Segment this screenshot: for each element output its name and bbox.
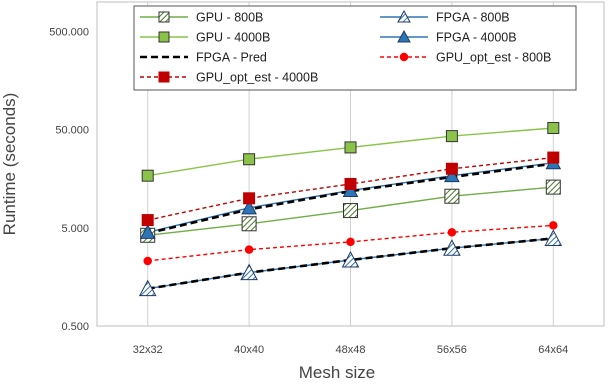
legend-marker-fpga-4000b xyxy=(397,29,411,43)
legend-box xyxy=(133,5,577,91)
x-tick-label: 48x48 xyxy=(336,344,366,356)
legend-label-gpu-800b: GPU - 800B xyxy=(196,11,263,25)
data-point-gpu-4000b xyxy=(141,169,154,182)
data-point-fpga-4000b xyxy=(139,224,156,239)
legend-marker-gpu-4000b xyxy=(158,31,170,43)
y-tick-label: 500.000 xyxy=(49,27,89,39)
x-tick-label: 56x56 xyxy=(437,344,467,356)
legend-label-gpu-opt-est-4000b: GPU_opt_est - 4000B xyxy=(196,71,318,85)
data-point-gpu-opt-est-4000b xyxy=(445,162,458,175)
y-axis-title: Runtime (seconds) xyxy=(0,93,19,236)
y-axis-ticks: 0.500 5.000 50.000 500.000 xyxy=(49,27,89,333)
data-point-gpu-opt-est-4000b xyxy=(547,151,560,164)
data-point-gpu-800b xyxy=(444,188,460,204)
data-point-gpu-opt-est-4000b xyxy=(344,177,357,190)
data-point-gpu-800b xyxy=(343,203,358,219)
data-point-fpga-4000b xyxy=(342,182,359,198)
y-tick-label: 5.000 xyxy=(61,223,89,235)
data-point-gpu-opt-est-4000b xyxy=(141,214,154,227)
x-axis-title: Mesh size xyxy=(299,363,376,382)
data-point-gpu-4000b xyxy=(243,153,256,166)
data-point-fpga-800b xyxy=(138,279,157,297)
y-tick-label: 0.500 xyxy=(61,321,89,333)
data-point-gpu-opt-est-800b xyxy=(143,256,152,266)
legend-label-gpu-opt-est-800b: GPU_opt_est - 800B xyxy=(436,51,551,65)
legend-marker-gpu-opt-est-800b xyxy=(399,52,409,62)
legend-label-fpga-4000b: FPGA - 4000B xyxy=(436,31,517,45)
x-axis-ticks: 32x32 40x40 48x48 56x56 64x64 xyxy=(133,344,569,356)
data-point-gpu-opt-est-4000b xyxy=(243,192,256,205)
legend: GPU - 800B FPGA - 800B GPU - 4000B FPGA - 4… xyxy=(133,5,577,91)
data-point-gpu-4000b xyxy=(445,130,458,143)
data-point-gpu-opt-est-800b xyxy=(549,221,558,230)
x-tick-label: 64x64 xyxy=(538,344,568,356)
plot-area-border xyxy=(96,1,605,327)
data-point-fpga-4000b xyxy=(444,167,460,183)
legend-label-fpga-800b: FPGA - 800B xyxy=(436,11,510,25)
data-point-gpu-opt-est-800b xyxy=(244,245,254,254)
data-point-gpu-800b xyxy=(241,216,257,232)
data-point-fpga-800b xyxy=(544,229,563,246)
data-point-gpu-4000b xyxy=(547,122,560,135)
x-tick-label: 40x40 xyxy=(234,344,264,356)
data-point-fpga-800b xyxy=(341,250,360,268)
legend-marker-gpu-opt-est-4000b xyxy=(158,71,170,83)
data-point-fpga-4000b xyxy=(241,199,257,215)
legend-label-fpga-pred: FPGA - Pred xyxy=(196,51,267,65)
data-point-fpga-800b xyxy=(443,239,461,256)
legend-marker-gpu-800b xyxy=(158,11,170,23)
data-point-fpga-800b xyxy=(240,263,258,281)
data-point-gpu-opt-est-800b xyxy=(447,228,457,237)
data-point-gpu-4000b xyxy=(344,141,357,154)
x-tick-label: 32x32 xyxy=(133,344,163,356)
series-line-fpga-pred xyxy=(147,162,554,235)
series-markers xyxy=(138,122,563,297)
data-point-gpu-opt-est-800b xyxy=(346,237,355,247)
legend-label-gpu-4000b: GPU - 4000B xyxy=(196,31,270,45)
data-point-gpu-800b xyxy=(545,179,561,195)
y-tick-label: 50.000 xyxy=(55,125,89,137)
legend-marker-fpga-800b xyxy=(397,9,411,23)
